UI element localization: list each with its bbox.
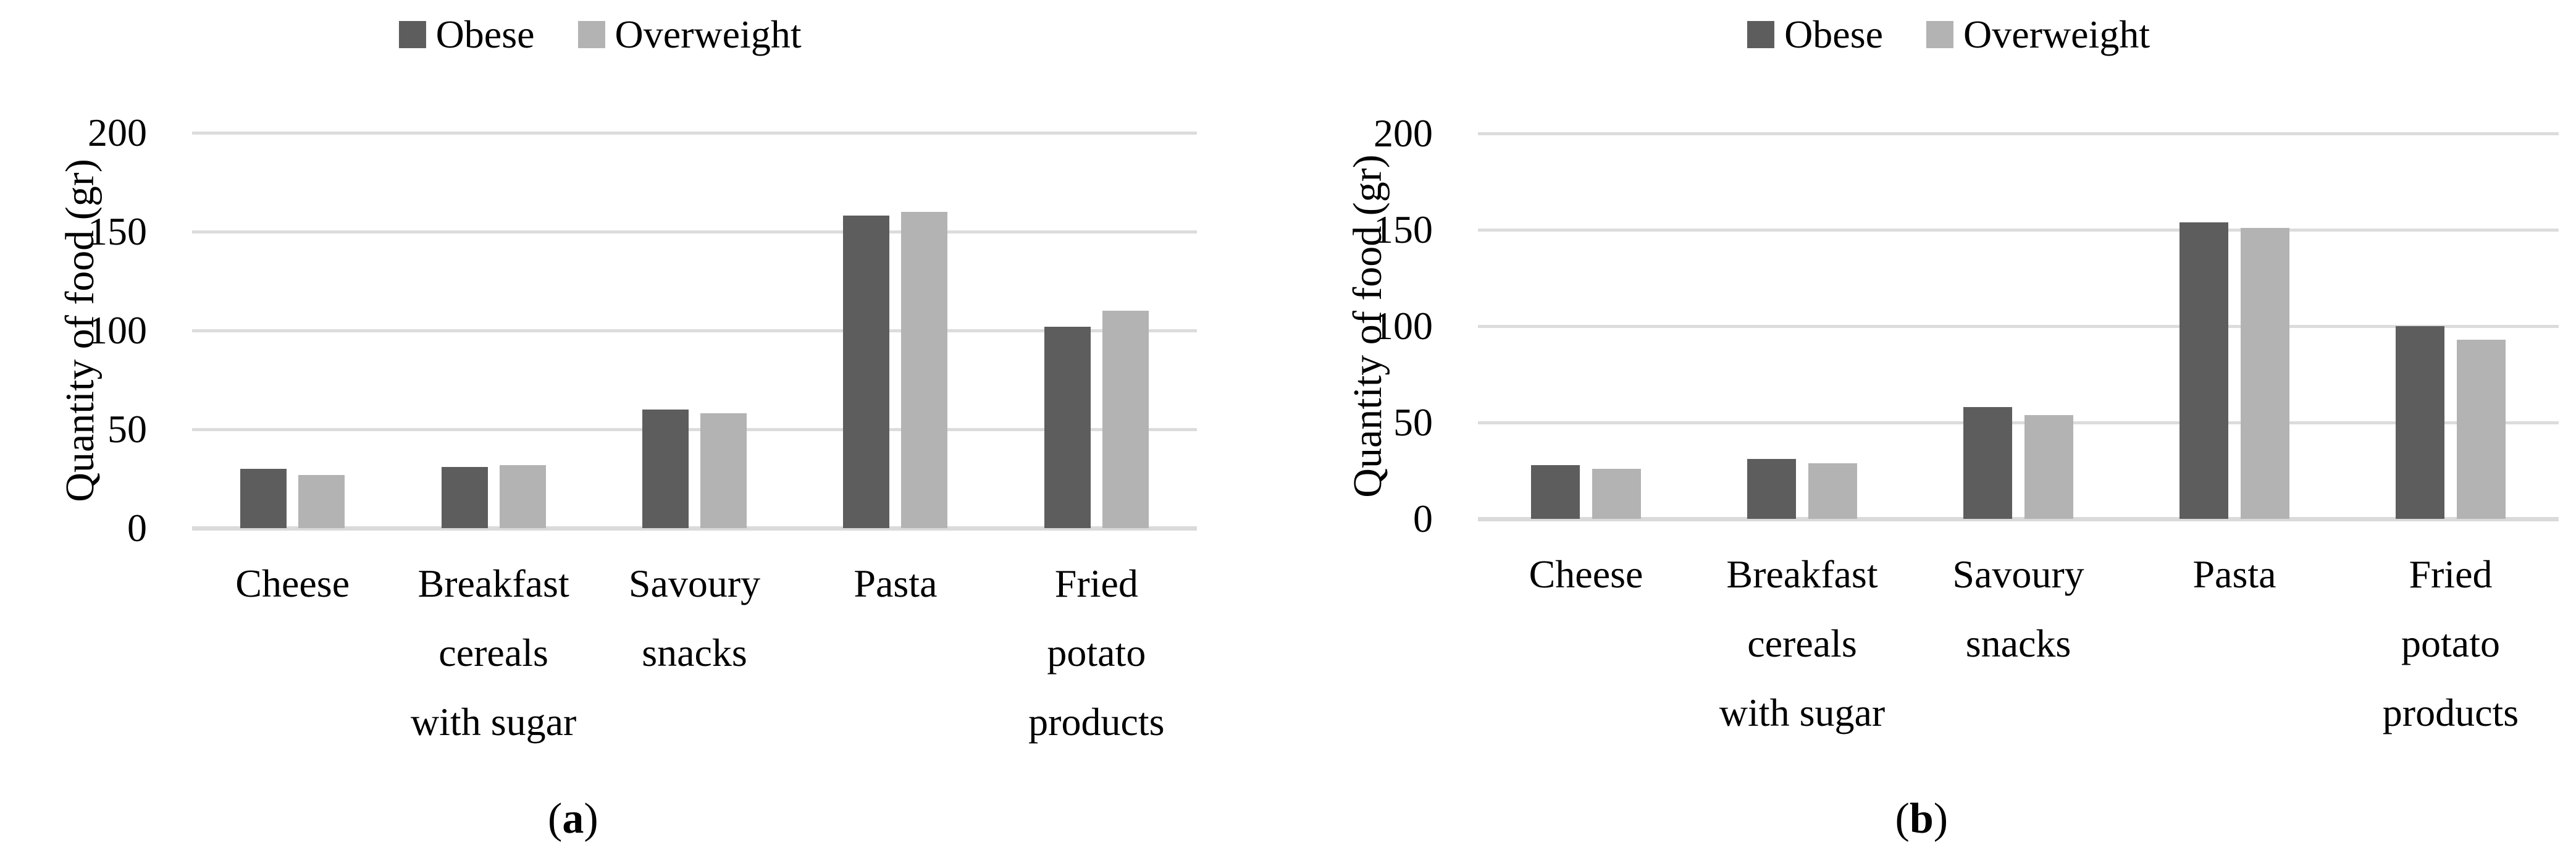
legend-label-overweight: Overweight — [615, 12, 802, 56]
gridline-150 — [1478, 228, 2559, 232]
y-tick-label-100: 100 — [1374, 304, 1433, 348]
bar-group-1 — [1478, 133, 1694, 519]
bar-obese-2 — [441, 466, 488, 528]
gridline-200 — [1478, 132, 2559, 135]
obese-swatch — [398, 21, 426, 48]
bar-overweight-4 — [2241, 227, 2289, 519]
y-tick-label-150: 150 — [88, 209, 147, 253]
caption-paren-close: ) — [584, 794, 598, 843]
gridline-100 — [192, 329, 1197, 332]
x-category-label-3: Savoury snacks — [628, 561, 761, 675]
bar-group-3 — [1910, 133, 2126, 519]
plot-area: 0 50 100 150 200 Cheese Breakfast cereals with… — [1374, 114, 2559, 734]
legend-item-overweight: Overweight — [577, 12, 802, 57]
bar-group-5 — [2343, 133, 2559, 519]
bar-overweight-2 — [499, 465, 546, 528]
x-category-label-1: Cheese — [1529, 552, 1643, 596]
bar-overweight-3 — [700, 413, 747, 528]
obese-swatch — [1747, 21, 1775, 48]
x-category-label-5: Fried potato products — [1028, 561, 1165, 744]
bar-group-3 — [594, 133, 795, 528]
bar-obese-5 — [2396, 326, 2444, 519]
bar-obese-4 — [2180, 222, 2228, 519]
x-category-label-4: Pasta — [2192, 552, 2276, 596]
x-category-label-2: Breakfast cereals with sugar — [410, 561, 577, 744]
caption-paren-close: ) — [1933, 794, 1949, 843]
x-category-labels: Cheese Breakfast cereals with sugar Savour… — [192, 549, 1197, 757]
bar-overweight-5 — [1102, 311, 1149, 528]
bar-overweight-2 — [1808, 463, 1857, 519]
plot-area: 0 50 100 150 200 Cheese Breakfast cereals with… — [88, 113, 1197, 744]
gridline-50 — [1478, 421, 2559, 424]
bar-overweight-1 — [1592, 468, 1641, 519]
legend-label-obese: Obese — [435, 12, 535, 56]
bar-group-1 — [192, 133, 393, 528]
gridline-0 — [192, 526, 1197, 531]
bar-obese-3 — [642, 410, 689, 528]
y-tick-label-150: 150 — [1374, 208, 1433, 251]
gridline-200 — [192, 131, 1197, 135]
bar-group-4 — [2126, 133, 2343, 519]
caption-paren-open: ( — [548, 794, 563, 843]
gridline-50 — [192, 427, 1197, 431]
y-tick-label-200: 200 — [1374, 111, 1433, 155]
bars-layer — [1478, 133, 2559, 519]
bar-group-4 — [795, 133, 996, 528]
legend: Obese Overweight — [398, 12, 802, 57]
bar-obese-2 — [1747, 459, 1796, 519]
chart-panel-b: Obese Overweight Quantity of food (gr) 0… — [1288, 0, 2576, 845]
x-category-label-4: Pasta — [854, 561, 938, 605]
x-category-label-1: Cheese — [235, 561, 350, 605]
y-tick-label-50: 50 — [1393, 400, 1433, 444]
x-category-label-3: Savoury snacks — [1952, 552, 2084, 665]
bar-obese-3 — [1963, 407, 2012, 519]
x-category-label-2: Breakfast cereals with sugar — [1719, 552, 1886, 734]
overweight-swatch — [577, 21, 605, 48]
legend-label-obese: Obese — [1784, 12, 1884, 56]
bar-group-2 — [393, 133, 594, 528]
caption-b: (b) — [1895, 794, 1949, 844]
y-tick-label-200: 200 — [88, 111, 147, 154]
y-tick-label-50: 50 — [107, 407, 147, 451]
y-tick-label-0: 0 — [127, 506, 147, 550]
bars-layer — [192, 133, 1197, 528]
chart-panel-a: Obese Overweight Quantity of food (gr) 0… — [57, 12, 1197, 844]
bar-obese-5 — [1044, 326, 1091, 528]
y-tick-label-0: 0 — [1413, 497, 1433, 540]
bar-group-5 — [996, 133, 1197, 528]
x-category-label-5: Fried potato products — [2382, 552, 2519, 734]
caption-paren-open: ( — [1895, 794, 1910, 843]
bar-obese-1 — [240, 469, 287, 528]
bar-obese-4 — [843, 216, 890, 528]
gridline-150 — [192, 230, 1197, 233]
overweight-swatch — [1926, 21, 1954, 48]
legend-label-overweight: Overweight — [1963, 12, 2150, 56]
gridline-0 — [1478, 516, 2559, 521]
bar-group-2 — [1694, 133, 1910, 519]
legend-item-obese: Obese — [1747, 12, 1883, 57]
bar-overweight-5 — [2457, 339, 2506, 519]
gridline-100 — [1478, 324, 2559, 328]
legend-item-overweight: Overweight — [1926, 12, 2150, 57]
bar-overweight-3 — [2024, 414, 2073, 519]
caption-letter: a — [562, 794, 584, 843]
caption-a: (a) — [548, 794, 598, 844]
y-tick-label-100: 100 — [88, 308, 147, 352]
legend-item-obese: Obese — [398, 12, 535, 57]
caption-letter: b — [1909, 794, 1934, 843]
bar-overweight-4 — [901, 212, 948, 528]
x-category-labels: Cheese Breakfast cereals with sugar Savour… — [1478, 540, 2559, 747]
legend: Obese Overweight — [1747, 12, 2150, 57]
bar-obese-1 — [1531, 465, 1580, 519]
bar-overweight-1 — [298, 474, 345, 528]
